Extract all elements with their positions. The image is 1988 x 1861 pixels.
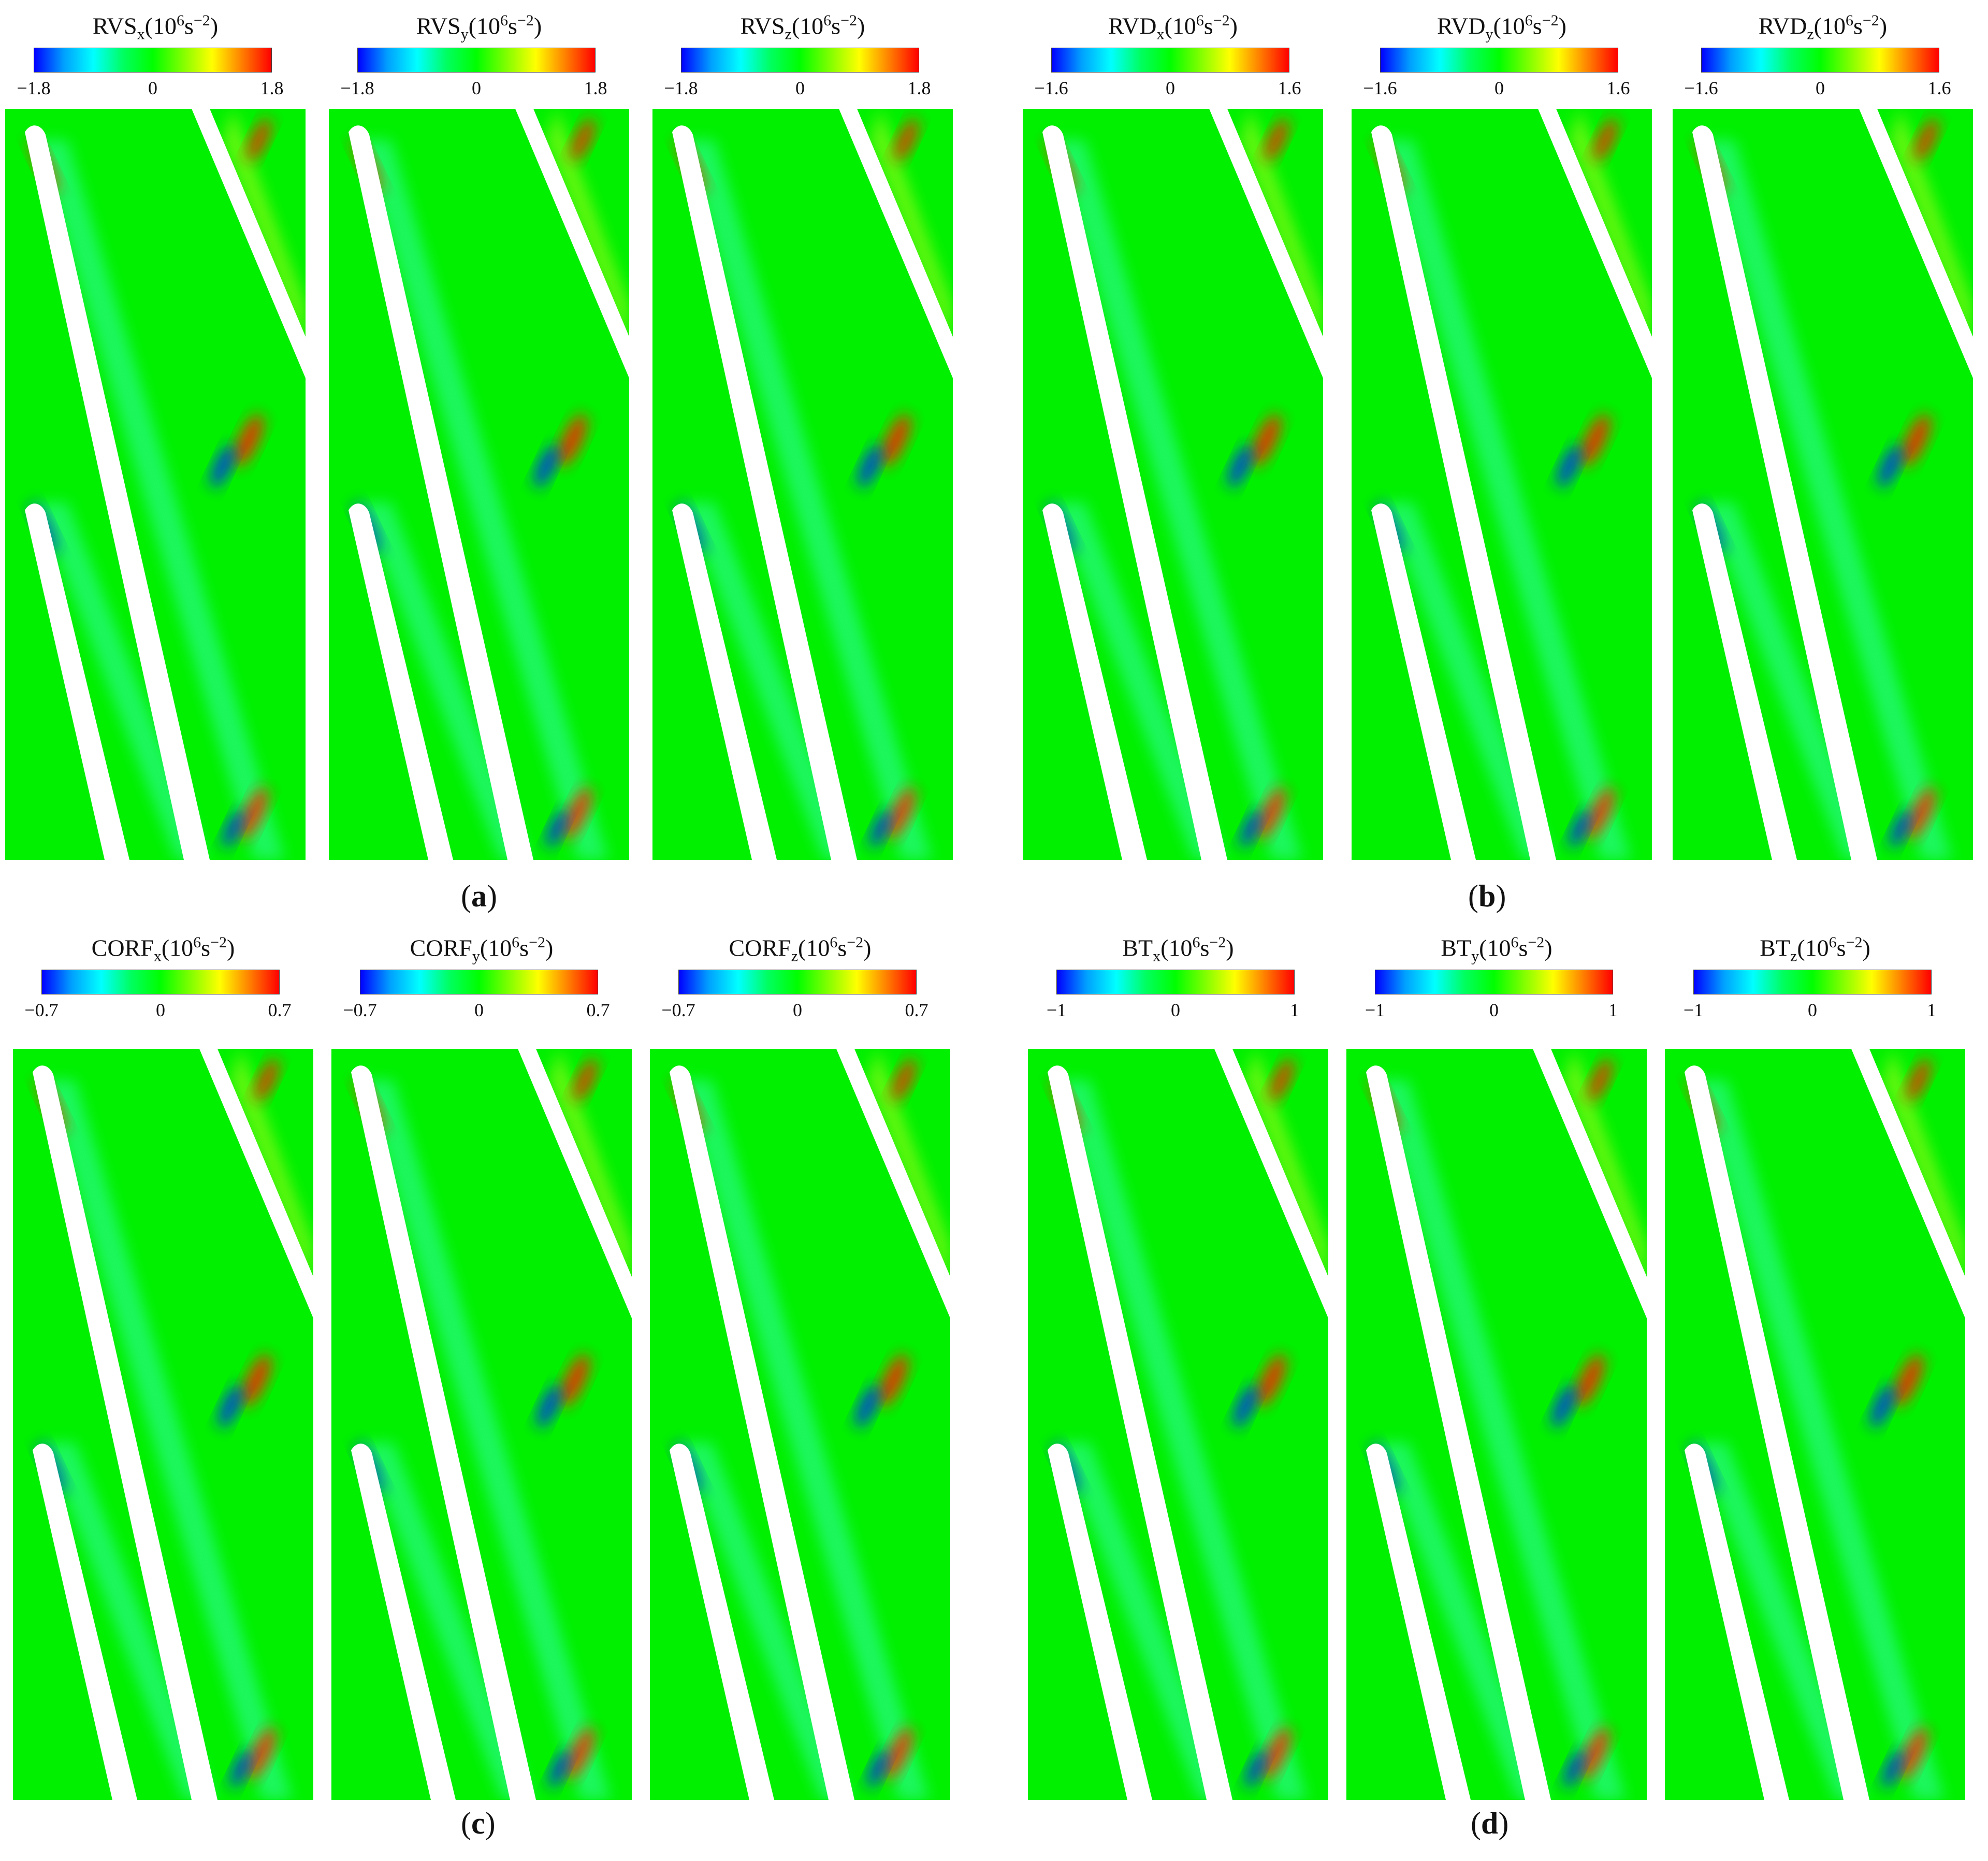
- contour-plot: [329, 109, 629, 860]
- colorbar-min-label: −0.7: [661, 1000, 695, 1020]
- colorbar: [357, 48, 596, 73]
- colorbar: [360, 970, 598, 994]
- panel-bt-z: BTz(106s−2) −1 0 1: [1665, 922, 1965, 1782]
- colorbar: [41, 970, 280, 994]
- contour-plot: [650, 1049, 950, 1800]
- colorbar-min-label: −0.7: [24, 1000, 59, 1020]
- contour-plot: [1023, 109, 1323, 860]
- colorbar: [678, 970, 917, 994]
- caption-b: (b): [1468, 879, 1506, 913]
- contour-plot: [5, 109, 306, 860]
- panel-corf-z: CORFz(106s−2) −0.7 0 0.7: [650, 922, 950, 1782]
- colorbar-max-label: 1.6: [1606, 78, 1630, 98]
- colorbar-mid-label: 0: [472, 78, 481, 98]
- panel-bt-y: BTy(106s−2) −1 0 1: [1346, 922, 1647, 1782]
- contour-plot: [1028, 1049, 1328, 1800]
- panel-title: CORFy(106s−2): [410, 934, 554, 965]
- colorbar-min-label: −1: [1365, 1000, 1385, 1020]
- panel-rvd-z: RVDz(106s−2) −1.6 0 1.6: [1673, 0, 1973, 860]
- colorbar-mid-label: 0: [1171, 1000, 1180, 1020]
- colorbar-min-label: −1.6: [1684, 78, 1718, 98]
- colorbar-max-label: 0.7: [586, 1000, 610, 1020]
- colorbar: [1380, 48, 1618, 73]
- panel-title: BTy(106s−2): [1441, 934, 1552, 965]
- colorbar-mid-label: 0: [793, 1000, 802, 1020]
- panel-rvs-z: RVSz(106s−2) −1.8 0 1.8: [652, 0, 953, 860]
- colorbar-min-label: −1.6: [1363, 78, 1397, 98]
- colorbar-mid-label: 0: [1816, 78, 1825, 98]
- contour-plot: [1673, 109, 1973, 860]
- panel-title: CORFz(106s−2): [729, 934, 872, 965]
- panel-rvd-y: RVDy(106s−2) −1.6 0 1.6: [1352, 0, 1652, 860]
- panel-corf-x: CORFx(106s−2) −0.7 0 0.7: [13, 922, 313, 1782]
- caption-d: (d): [1471, 1806, 1509, 1840]
- colorbar: [681, 48, 919, 73]
- colorbar-mid-label: 0: [795, 78, 805, 98]
- colorbar-max-label: 0.7: [268, 1000, 292, 1020]
- caption-c: (c): [461, 1806, 496, 1840]
- colorbar-max-label: 1.6: [1927, 78, 1951, 98]
- colorbar-max-label: 1.6: [1278, 78, 1301, 98]
- colorbar-mid-label: 0: [156, 1000, 165, 1020]
- panel-title: RVSy(106s−2): [416, 12, 542, 43]
- panel-title: RVSx(106s−2): [92, 12, 219, 43]
- panel-corf-y: CORFy(106s−2) −0.7 0 0.7: [331, 922, 632, 1782]
- colorbar: [1056, 970, 1295, 994]
- panel-bt-x: BTx(106s−2) −1 0 1: [1028, 922, 1328, 1782]
- panel-title: RVDx(106s−2): [1108, 12, 1238, 43]
- colorbar-min-label: −1: [1683, 1000, 1704, 1020]
- colorbar-min-label: −1.8: [340, 78, 374, 98]
- colorbar-min-label: −0.7: [343, 1000, 377, 1020]
- colorbar-mid-label: 0: [1489, 1000, 1499, 1020]
- contour-plot: [1352, 109, 1652, 860]
- colorbar-mid-label: 0: [148, 78, 157, 98]
- colorbar: [34, 48, 272, 73]
- panel-rvs-y: RVSy(106s−2) −1.8 0 1.8: [329, 0, 629, 860]
- contour-plot: [1346, 1049, 1647, 1800]
- colorbar-min-label: −1.8: [664, 78, 698, 98]
- colorbar-max-label: 0.7: [905, 1000, 928, 1020]
- colorbar: [1051, 48, 1289, 73]
- colorbar-max-label: 1: [1290, 1000, 1299, 1020]
- colorbar-min-label: −1.6: [1034, 78, 1068, 98]
- colorbar-min-label: −1: [1046, 1000, 1067, 1020]
- colorbar-max-label: 1.8: [584, 78, 607, 98]
- panel-title: CORFx(106s−2): [91, 934, 235, 965]
- contour-plot: [13, 1049, 313, 1800]
- colorbar-max-label: 1.8: [260, 78, 284, 98]
- panel-title: RVDy(106s−2): [1437, 12, 1566, 43]
- panel-rvd-x: RVDx(106s−2) −1.6 0 1.6: [1023, 0, 1323, 860]
- colorbar: [1701, 48, 1939, 73]
- colorbar: [1375, 970, 1613, 994]
- colorbar-max-label: 1.8: [907, 78, 931, 98]
- panel-title: RVSz(106s−2): [740, 12, 865, 43]
- colorbar-min-label: −1.8: [17, 78, 51, 98]
- colorbar: [1693, 970, 1932, 994]
- caption-a: (a): [461, 879, 497, 913]
- colorbar-mid-label: 0: [1808, 1000, 1817, 1020]
- colorbar-mid-label: 0: [474, 1000, 484, 1020]
- colorbar-max-label: 1: [1927, 1000, 1936, 1020]
- panel-rvs-x: RVSx(106s−2) −1.8 0 1.8: [5, 0, 306, 860]
- colorbar-max-label: 1: [1608, 1000, 1618, 1020]
- panel-title: RVDz(106s−2): [1758, 12, 1888, 43]
- contour-plot: [1665, 1049, 1965, 1800]
- panel-title: BTz(106s−2): [1760, 934, 1870, 965]
- colorbar-mid-label: 0: [1494, 78, 1504, 98]
- contour-plot: [331, 1049, 632, 1800]
- colorbar-mid-label: 0: [1166, 78, 1175, 98]
- panel-title: BTx(106s−2): [1122, 934, 1234, 965]
- contour-plot: [652, 109, 953, 860]
